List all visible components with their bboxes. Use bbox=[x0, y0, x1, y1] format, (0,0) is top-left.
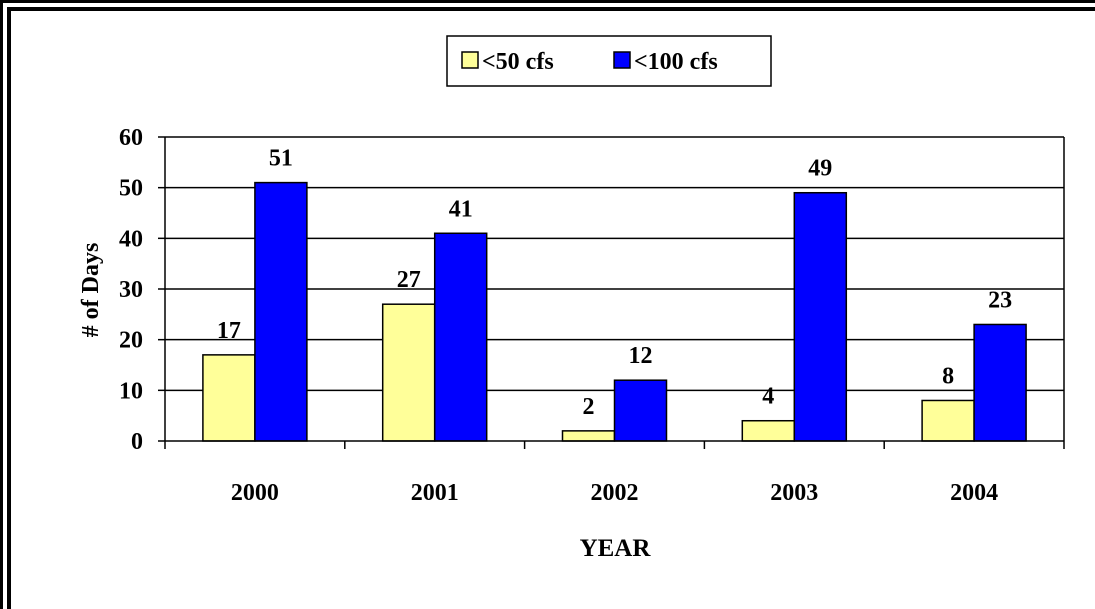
y-tick-label-60: 60 bbox=[119, 125, 143, 151]
data-label-2002-series-1: 2 bbox=[583, 394, 595, 420]
y-tick-label-50: 50 bbox=[119, 176, 143, 202]
bar-2001-series-1 bbox=[381, 303, 436, 442]
legend-swatch-series-1 bbox=[461, 51, 479, 69]
y-tick-label-40: 40 bbox=[119, 226, 143, 252]
x-tick-label-2003: 2003 bbox=[770, 480, 818, 506]
bar-2000-series-2 bbox=[254, 181, 308, 442]
y-axis-label: # of Days bbox=[78, 243, 104, 338]
data-label-2004-series-1: 8 bbox=[942, 363, 954, 389]
data-labels: 17 51 27 41 2 12 4 49 8 23 bbox=[217, 146, 1012, 420]
data-label-2001-series-1: 27 bbox=[397, 267, 421, 293]
legend: <50 cfs <100 cfs bbox=[446, 35, 772, 87]
y-tick-label-0: 0 bbox=[131, 429, 143, 455]
bar-2004-series-2 bbox=[973, 323, 1027, 442]
data-label-2003-series-1: 4 bbox=[762, 384, 774, 410]
bar-2003-series-2 bbox=[793, 191, 848, 442]
bars bbox=[202, 181, 1027, 442]
data-label-2000-series-1: 17 bbox=[217, 318, 241, 344]
y-tick-label-20: 20 bbox=[119, 328, 143, 354]
y-tick-label-10: 10 bbox=[119, 378, 143, 404]
data-label-2004-series-2: 23 bbox=[988, 287, 1012, 313]
x-tick-labels: 2000 2001 2002 2003 2004 bbox=[231, 480, 998, 506]
legend-box bbox=[446, 35, 772, 87]
x-tick-label-2002: 2002 bbox=[591, 480, 639, 506]
data-label-2000-series-2: 51 bbox=[269, 146, 293, 172]
bar-2004-series-1 bbox=[921, 399, 975, 442]
legend-swatch-series-2 bbox=[613, 51, 631, 69]
data-label-2002-series-2: 12 bbox=[629, 343, 653, 369]
x-tick-label-2000: 2000 bbox=[231, 480, 279, 506]
x-tick-label-2004: 2004 bbox=[950, 480, 998, 506]
bar-2000-series-1 bbox=[202, 354, 256, 442]
x-axis-label: YEAR bbox=[580, 535, 652, 562]
axes bbox=[158, 136, 1065, 449]
legend-label-series-1: <50 cfs bbox=[482, 49, 554, 75]
data-label-2001-series-2: 41 bbox=[449, 196, 473, 222]
chart-inner-border bbox=[7, 7, 1095, 609]
y-tick-labels: 0 10 20 30 40 50 60 bbox=[119, 125, 143, 455]
y-tick-label-30: 30 bbox=[119, 277, 143, 303]
bar-2001-series-2 bbox=[433, 232, 488, 442]
bar-2002-series-1 bbox=[561, 430, 616, 442]
x-tick-label-2001: 2001 bbox=[411, 480, 459, 506]
bar-2003-series-1 bbox=[741, 419, 796, 442]
data-label-2003-series-2: 49 bbox=[808, 156, 832, 182]
legend-label-series-2: <100 cfs bbox=[634, 49, 718, 75]
bar-2002-series-2 bbox=[613, 379, 668, 442]
